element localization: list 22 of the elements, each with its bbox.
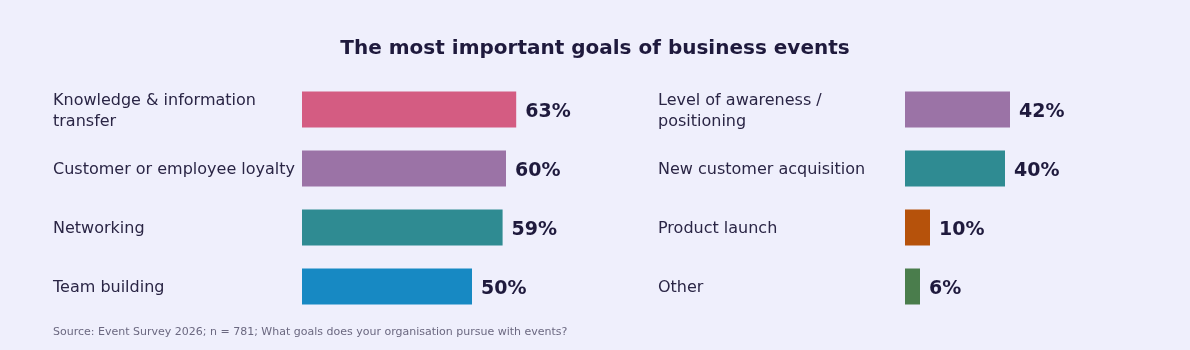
bar — [905, 268, 920, 305]
bar — [905, 150, 1005, 187]
source-note: Source: Event Survey 2026; n = 781; What goals does your organisation pursue with events? — [53, 325, 568, 338]
y-tick-label: Networking — [53, 218, 145, 237]
y-tick-label: Customer or employee loyalty — [53, 159, 296, 178]
y-tick-label: Knowledge & information transfer — [53, 89, 262, 130]
y-tick-label: Product launch — [658, 218, 778, 237]
data-label: 42% — [1019, 98, 1065, 121]
y-tick-label: Other — [658, 277, 704, 296]
data-label: 10% — [939, 216, 985, 239]
y-tick-label: New customer acquisition — [658, 159, 866, 178]
data-label: 60% — [515, 157, 561, 180]
bar — [905, 209, 930, 246]
bar — [905, 91, 1010, 128]
y-tick-label: Level of awareness / positioning — [658, 89, 827, 130]
text: The most important goals of business events — [340, 35, 850, 59]
data-label: 63% — [525, 98, 571, 121]
data-label: 40% — [1014, 157, 1060, 180]
y-tick-label: Team building — [52, 277, 165, 296]
data-label: 50% — [481, 275, 527, 298]
data-label: 59% — [511, 216, 558, 239]
data-label: 6% — [929, 275, 962, 298]
